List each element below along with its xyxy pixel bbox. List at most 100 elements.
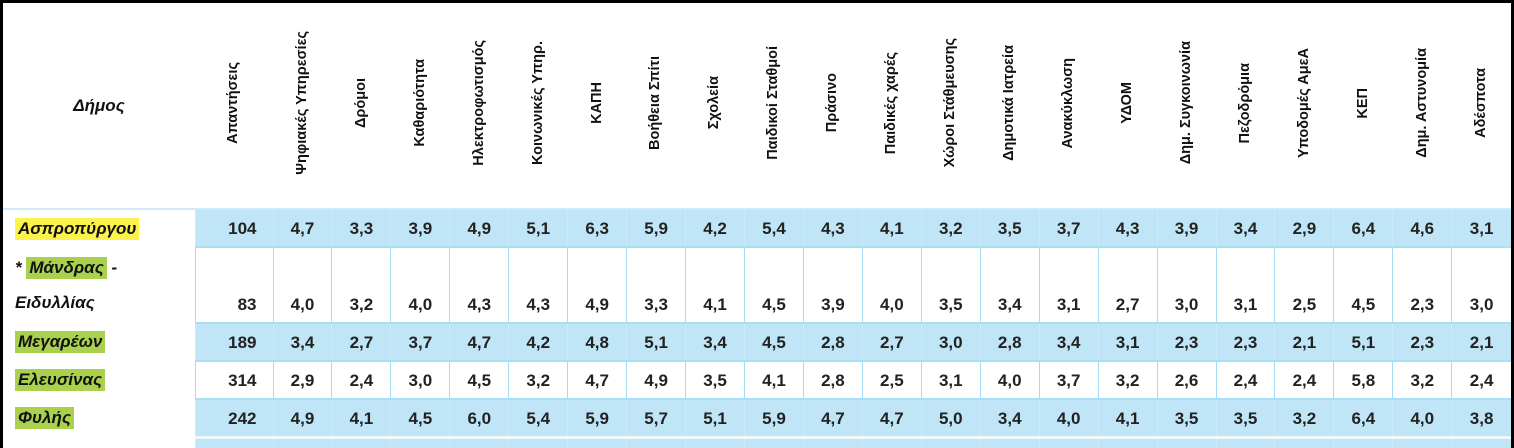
rating-cell: 2,1 [1451,322,1511,361]
answers-count-cell: 242 [194,398,273,437]
highlighted-name: Μάνδρας [26,256,107,279]
municipality-name: Ελευσίνας [15,369,195,391]
rating-cell [567,435,627,448]
column-header-label: Δημοτικά Ιατρεία [1001,45,1018,161]
table-row: Φυλής 242 4,9 4,1 4,5 6,0 5,4 5,9 5,7 5,1 5,9 4,7 4,… [3,398,1511,437]
rating-cell: 4,2 [508,322,568,361]
rating-cell: 5,9 [626,208,686,247]
rating-cell: 4,9 [272,398,332,437]
rating-cell: 3,5 [1156,398,1216,437]
column-header-label: Αδέσποτα [1472,68,1489,138]
rating-cell: 4,9 [449,208,509,247]
municipality-name-cell: Μεγαρέων [3,323,195,361]
column-header: Αδέσποτα [1451,3,1511,210]
column-header: Σχολεία [685,3,745,210]
rating-cell [1097,435,1158,448]
highlighted-name: Μεγαρέων [15,331,106,353]
rating-cell [626,435,686,448]
rating-cell [1274,435,1334,448]
rating-cell: 3,9 [1156,208,1216,247]
rating-cell: 4,7 [449,322,509,361]
rating-cell: 2,4 [1274,360,1334,399]
column-header-label: Πεζοδρόμια [1236,62,1253,144]
rating-cell: 2,9 [272,360,332,399]
rating-cell [1392,435,1452,448]
rating-cell: 4,6 [1392,208,1452,247]
rating-cell [194,435,273,448]
column-header-label: Βοήθεια Σπίτι [647,56,664,150]
rating-cell: 4,7 [802,398,863,437]
rating-cell: 3,0 [1451,246,1511,323]
table-row: Μεγαρέων 189 3,4 2,7 3,7 4,7 4,2 4,8 5,1 3,4 4,5 2,… [3,322,1511,361]
rating-cell: 3,4 [979,246,1040,323]
rating-cell: 4,7 [567,360,627,399]
municipality-name: Μεγαρέων [15,331,195,353]
rating-cell: 3,4 [1215,208,1275,247]
municipality-name: * Μάνδρας - [15,256,195,279]
column-header-label: ΥΔΟΜ [1118,82,1135,124]
rating-cell: 4,0 [861,246,922,323]
table-row: Ελευσίνας 314 2,9 2,4 3,0 4,5 3,2 4,7 4,9 3,5 4,1 2… [3,360,1511,399]
rating-cell: 4,0 [390,246,450,323]
rating-cell: 2,6 [1156,360,1216,399]
rating-cell: 2,8 [802,360,863,399]
rating-cell [272,435,332,448]
rating-cell: 3,3 [626,246,686,323]
rating-cell: 3,4 [272,322,332,361]
rating-cell [1038,435,1099,448]
rating-cell: 3,9 [802,246,863,323]
rating-cell: 5,4 [508,398,568,437]
rating-cell: 2,3 [1156,322,1216,361]
column-header-label: Καθαριότητα [411,59,428,147]
rating-cell: 4,3 [1097,208,1158,247]
rating-cell: 2,1 [1274,322,1334,361]
municipality-name-cell: Ελευσίνας [3,361,195,399]
rating-cell: 2,8 [802,322,863,361]
rating-cell: 3,1 [1451,208,1511,247]
municipality-name: Φυλής [15,407,195,429]
rating-cell: 3,1 [1097,322,1158,361]
column-header: Ηλεκτροφωτισμός [449,3,509,210]
rating-cell: 4,8 [567,322,627,361]
column-header-label: Δημ. Συγκοινωνία [1177,41,1194,165]
rating-cell: 4,5 [1333,246,1393,323]
column-header: Πεζοδρόμια [1216,3,1275,210]
rating-cell [508,435,568,448]
rating-cell: 5,9 [744,398,804,437]
rating-cell: 4,7 [861,398,922,437]
column-header-label: Ηλεκτροφωτισμός [470,40,487,166]
rating-cell: 4,9 [626,360,686,399]
rating-cell: 2,7 [1097,246,1158,323]
column-header-label: Ψηφιακές Υπηρεσίες [293,31,310,175]
column-header: Ανακύκλωση [1039,3,1099,210]
rating-cell: 4,1 [861,208,922,247]
column-header-label: Σχολεία [706,76,723,130]
column-header: Καθαριότητα [390,3,450,210]
rating-cell: 3,9 [390,208,450,247]
partial-bottom-row [3,435,1511,448]
rating-cell: 4,1 [685,246,745,323]
rating-cell: 3,1 [920,360,981,399]
municipality-name-cell: Φυλής [3,399,195,437]
rating-cell: 3,7 [390,322,450,361]
municipality-name-line2: Ειδυλλίας [15,292,95,312]
rating-cell: 6,0 [449,398,509,437]
rating-cell: 3,4 [685,322,745,361]
rating-cell [1333,435,1393,448]
rating-cell: 2,7 [861,322,922,361]
column-header: Δρόμοι [331,3,391,210]
highlighted-name: Ασπροπύργου [15,217,140,240]
column-header: ΥΔΟΜ [1098,3,1158,210]
rating-cell [1451,435,1511,448]
rating-cell: 3,8 [1451,398,1511,437]
rating-cell [331,435,391,448]
rating-cell: 3,1 [1215,246,1275,323]
rating-cell: 5,1 [626,322,686,361]
rating-cell: 4,1 [744,360,804,399]
rating-cell [390,435,450,448]
rating-cell [685,435,745,448]
rating-cell [979,435,1040,448]
answers-count-cell: 314 [194,360,273,399]
rating-cell: 3,1 [1038,246,1099,323]
